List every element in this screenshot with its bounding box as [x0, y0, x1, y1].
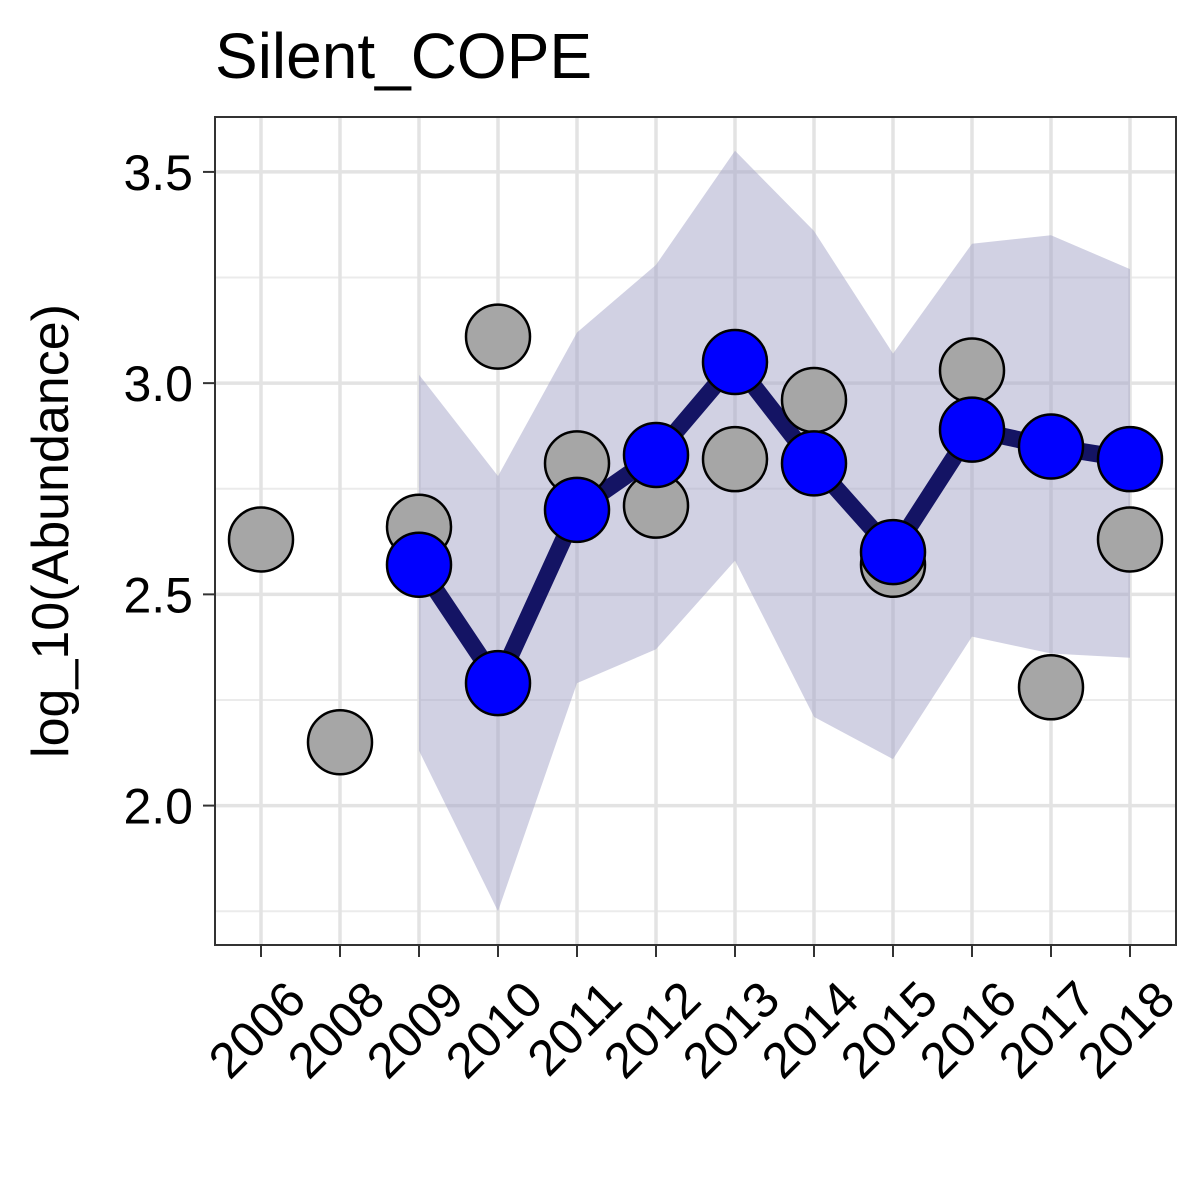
observed-point [780, 366, 848, 434]
y-tick-label: 2.0 [123, 779, 193, 835]
y-axis-title: log_10(Abundance) [22, 304, 80, 758]
estimate-point [543, 476, 611, 544]
estimate-point [385, 531, 453, 599]
estimate-point [780, 430, 848, 497]
observed-point [464, 303, 532, 370]
y-tick-label: 3.5 [123, 145, 193, 201]
observed-point [1096, 506, 1164, 573]
estimate-point [701, 328, 769, 396]
chart-title: Silent_COPE [215, 20, 592, 92]
estimate-line-layer [410, 353, 1139, 692]
observed-point [306, 708, 374, 776]
estimate-point [1017, 413, 1085, 480]
x-axis: 2006200820092010201120122013201420152016… [198, 945, 1185, 1089]
estimate-points-layer [385, 328, 1164, 717]
estimate-point [938, 396, 1006, 463]
y-axis: 2.0 2.5 3.0 3.5 [123, 145, 215, 835]
confidence-band [419, 150, 1130, 912]
estimate-line [410, 353, 1139, 692]
plot-border [214, 116, 1177, 946]
observed-point [701, 425, 769, 493]
observed-point [227, 506, 295, 573]
estimate-point [622, 421, 690, 489]
estimate-point [1096, 425, 1164, 493]
y-tick-label: 2.5 [123, 567, 193, 623]
estimate-point [859, 518, 927, 586]
observed-point [1017, 654, 1085, 721]
estimate-point [464, 649, 532, 717]
observed-point [938, 337, 1006, 404]
confidence-band-layer [419, 150, 1130, 912]
y-tick-label: 3.0 [123, 356, 193, 412]
